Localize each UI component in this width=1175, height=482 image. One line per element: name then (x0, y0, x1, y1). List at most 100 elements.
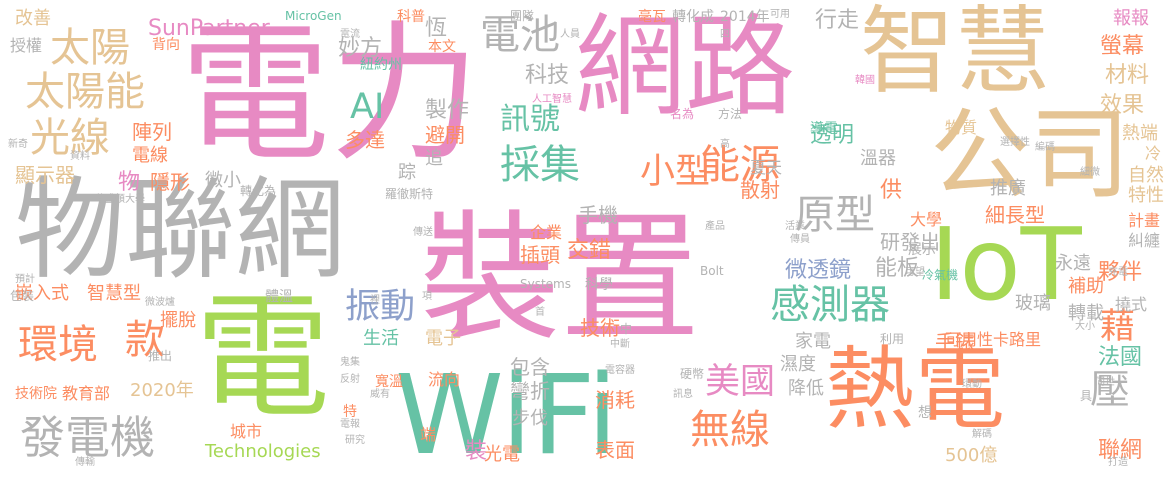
cloud-word: 中 (620, 322, 633, 336)
cloud-word: 材料 (1105, 63, 1150, 88)
cloud-word: AI (350, 87, 385, 127)
cloud-word: 撓式 (1115, 295, 1148, 314)
cloud-word: 解碼 (972, 429, 992, 440)
cloud-word: 藉 (1100, 307, 1136, 347)
cloud-word: 大學 (910, 210, 943, 229)
cloud-word: 補助 (1068, 276, 1104, 297)
cloud-word: 想 (918, 405, 932, 421)
cloud-word: 改善 (15, 8, 51, 29)
cloud-word: 訊號 (500, 102, 560, 137)
cloud-word: 自然 (1128, 165, 1164, 186)
cloud-word: 手錶 (935, 330, 975, 354)
cloud-word: 報報 (1113, 8, 1149, 29)
cloud-word: 裝 (465, 439, 488, 464)
cloud-word: 微透鏡 (785, 258, 852, 283)
cloud-word: 打造 (1108, 457, 1128, 468)
cloud-word: 法國 (1098, 345, 1143, 370)
cloud-word: 插頭 (520, 243, 560, 267)
cloud-word: 2020年 (130, 380, 194, 401)
cloud-word: 透明 (810, 123, 855, 148)
cloud-word: 散射 (740, 178, 780, 202)
cloud-word: 環境 (18, 322, 98, 368)
cloud-word: 科學 (585, 277, 613, 293)
cloud-word: 智慧 (860, 0, 1051, 107)
cloud-word: 冷氣機 (922, 268, 959, 282)
cloud-word: 企業 (530, 223, 563, 242)
cloud-word: 避開 (425, 123, 465, 147)
cloud-word: 教育部 (62, 384, 111, 403)
cloud-word: 華盛頓大學 (95, 194, 145, 205)
cloud-word: 高 (720, 139, 730, 150)
cloud-word: 推廣 (990, 178, 1026, 199)
cloud-word: 無線 (690, 407, 770, 453)
cloud-word: 展示 (908, 242, 936, 258)
cloud-word: 環動 (962, 379, 982, 390)
cloud-word: 大小 (1075, 321, 1095, 332)
cloud-word: Technologies (205, 441, 321, 462)
cloud-word: 推出 (148, 349, 173, 363)
cloud-word: 顯示器 (15, 163, 75, 187)
cloud-word: 發電機 (20, 411, 156, 464)
cloud-word: WiFi (395, 351, 618, 479)
cloud-word: MicroGen (285, 9, 342, 23)
cloud-word: 背向 (152, 37, 180, 53)
cloud-word: 供 (880, 178, 903, 203)
cloud-word: 能源 (700, 142, 780, 188)
cloud-word: 可用性卡路里 (945, 330, 1042, 349)
cloud-word: IoT (930, 206, 1082, 323)
cloud-word: 家電 (795, 331, 831, 352)
cloud-word: 螢幕 (1100, 34, 1145, 59)
cloud-word: 手機 (578, 203, 618, 227)
cloud-word: 多達 (345, 128, 385, 152)
cloud-word: 電容器 (605, 365, 635, 376)
cloud-word: 授權 (10, 36, 43, 55)
cloud-word: 體溫 (265, 289, 293, 305)
cloud-word: 嵌入式 (15, 283, 69, 304)
cloud-word: 智慧型 (87, 283, 141, 304)
cloud-word: 降低 (788, 378, 824, 399)
cloud-word: 傳輸 (75, 457, 95, 468)
cloud-word: 擺脫 (160, 310, 196, 331)
cloud-word: 轉化成 (672, 9, 714, 25)
cloud-word: 毫瓦 (638, 9, 666, 25)
cloud-word: 物 (118, 170, 141, 195)
cloud-word: 效果 (1100, 93, 1145, 118)
cloud-word: 能板 (875, 256, 920, 281)
cloud-word: 追 (425, 148, 443, 169)
cloud-word: 紐約州 (360, 57, 402, 73)
cloud-word: 製作 (425, 98, 470, 123)
cloud-word: 電線 (132, 145, 168, 166)
cloud-word: 原型 (795, 192, 875, 238)
cloud-word: 利用 (880, 332, 905, 346)
cloud-word: 物聯網 (15, 166, 345, 294)
cloud-word: 城市 (230, 422, 263, 441)
cloud-word: 電子 (425, 328, 461, 349)
cloud-word: 轉載 (1068, 303, 1104, 324)
cloud-word: 2014年 (720, 9, 770, 25)
cloud-word: 四 (720, 29, 730, 40)
cloud-word: 科普 (397, 9, 425, 25)
cloud-word: 裝置 (420, 198, 701, 361)
cloud-word: 訊息 (673, 389, 693, 400)
cloud-word: 活業 (785, 221, 805, 232)
cloud-word: 轉化為 (240, 184, 277, 198)
cloud-word: 可用 (770, 9, 790, 20)
cloud-word: 微波爐 (145, 297, 175, 308)
cloud-word: 玻璃 (1015, 293, 1051, 314)
cloud-word: 光電 (484, 444, 520, 465)
cloud-word: 電報 (340, 419, 360, 430)
cloud-word: 特 (343, 404, 357, 420)
cloud-word: 選擇性 (1000, 137, 1030, 148)
cloud-word: 熱端 (1122, 123, 1158, 144)
cloud-word: 生活 (363, 328, 399, 349)
cloud-word: 產品 (705, 221, 725, 232)
cloud-word: 踪 (398, 162, 416, 183)
cloud-word: 小型 (640, 152, 711, 192)
cloud-word: 資料 (70, 151, 90, 162)
cloud-word: 感測器 (770, 282, 890, 328)
cloud-word: 技術院 (15, 386, 57, 402)
cloud-word: 裡 (370, 295, 380, 306)
cloud-word: 款 (125, 317, 165, 363)
cloud-word: 威有 (370, 389, 390, 400)
